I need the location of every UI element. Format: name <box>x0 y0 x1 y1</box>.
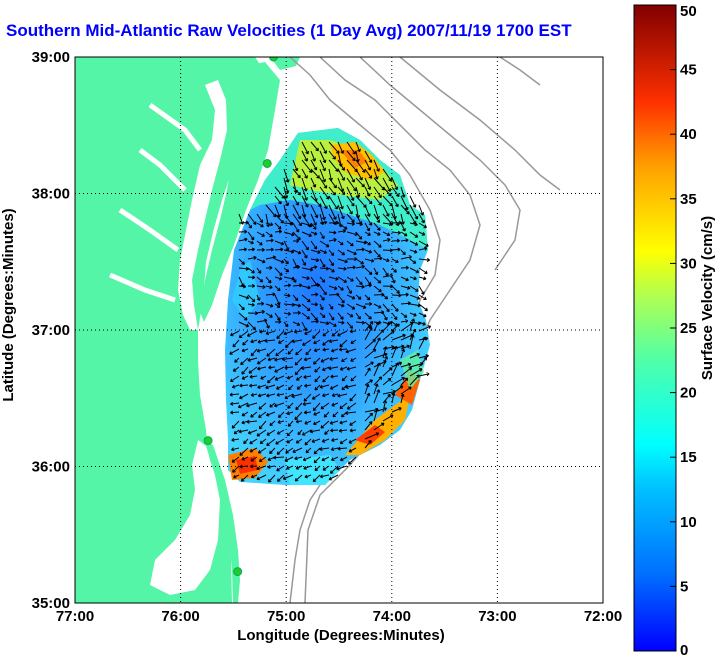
map-grid <box>75 57 603 603</box>
colorbar <box>633 4 677 652</box>
colorbar-tick-label: 40 <box>680 126 697 143</box>
x-axis-label: Longitude (Degrees:Minutes) <box>237 627 445 644</box>
chesapeake-bay <box>178 80 227 330</box>
colorbar-tick-label: 20 <box>680 385 697 402</box>
land-delmarva <box>200 62 280 322</box>
y-tick-label: 37:00 <box>32 322 70 339</box>
vector-arrow-set <box>229 141 432 483</box>
velocity-vectors <box>229 141 432 483</box>
colorbar-tick-label: 45 <box>680 62 697 79</box>
colorbar-tick-label: 5 <box>680 578 688 595</box>
figure-title: Southern Mid-Atlantic Raw Velocities (1 … <box>6 21 572 40</box>
x-tick-label: 72:00 <box>584 608 622 625</box>
x-tick-label: 73:00 <box>478 608 516 625</box>
x-tick-label: 75:00 <box>267 608 305 625</box>
y-axis-label: Latitude (Degrees:Minutes) <box>0 208 17 401</box>
station-delmarva-marker <box>262 158 272 168</box>
colorbar-tick-label: 35 <box>680 191 697 208</box>
map-axes-frame <box>74 56 604 604</box>
outer-banks <box>205 440 240 603</box>
colorbar-tick-label: 15 <box>680 449 697 466</box>
y-tick-labels: 39:00 38:00 37:00 36:00 35:00 <box>32 49 70 612</box>
y-tick-label: 39:00 <box>32 49 70 66</box>
station-north-marker <box>269 57 279 62</box>
colorbar-tick-label: 50 <box>680 3 697 20</box>
colorbar-tick-label: 10 <box>680 514 697 531</box>
colorbar-tick-label: 0 <box>680 642 688 659</box>
y-tick-label: 35:00 <box>32 595 70 612</box>
colorbar-tick-label: 30 <box>680 255 697 272</box>
station-hatteras-north-marker <box>203 436 213 446</box>
x-tick-label: 74:00 <box>373 608 411 625</box>
colorbar-label: Surface Velocity (cm/s) <box>699 216 716 380</box>
x-tick-label: 77:00 <box>56 608 94 625</box>
y-tick-label: 36:00 <box>32 459 70 476</box>
tidal-river <box>109 102 202 303</box>
x-tick-label: 76:00 <box>161 608 199 625</box>
y-tick-label: 38:00 <box>32 186 70 203</box>
colorbar-tick-label: 25 <box>680 320 697 337</box>
station-hatteras-south-marker <box>233 567 243 577</box>
pamlico-sound <box>150 440 220 595</box>
station-markers <box>203 57 279 577</box>
x-tick-labels: 77:00 76:00 75:00 74:00 73:00 72:00 <box>56 608 622 625</box>
